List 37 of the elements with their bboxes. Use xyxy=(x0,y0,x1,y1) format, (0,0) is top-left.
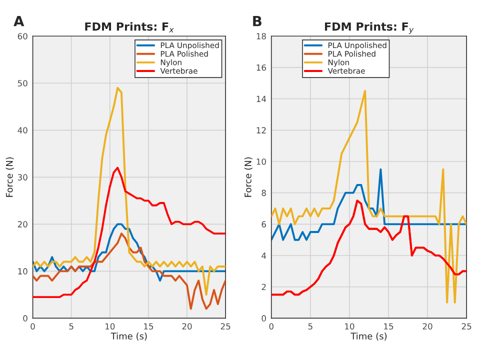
y-tick-label: 2 xyxy=(262,284,266,290)
y-tick-label: 20 xyxy=(18,221,28,228)
x-tick-label: 15 xyxy=(384,323,394,330)
text: A xyxy=(14,16,24,26)
text: B xyxy=(253,16,262,26)
y-tick-label: 4 xyxy=(262,252,266,259)
chart-title: FDM Prints: F$_{y}$ xyxy=(324,22,414,34)
x-tick-label: 5 xyxy=(69,323,74,330)
y-tick-label: 0 xyxy=(262,315,266,322)
y-tick-label: 10 xyxy=(18,268,28,274)
x-tick-label: 25 xyxy=(220,323,230,330)
y-tick-label: 8 xyxy=(262,190,266,196)
y-tick-label: 14 xyxy=(256,96,266,102)
x-tick-label: 20 xyxy=(182,323,192,330)
x-tick-label: 15 xyxy=(144,323,154,330)
x-tick-label: 25 xyxy=(462,323,472,330)
y-tick-label: 0 xyxy=(23,315,28,322)
y-tick-label: 50 xyxy=(18,80,28,86)
y-tick-label: 60 xyxy=(18,33,28,40)
x-tick-label: 10 xyxy=(345,323,354,330)
y-tick-label: 6 xyxy=(262,221,266,228)
y-tick-label: 10 xyxy=(256,158,266,165)
y-tick-label: 12 xyxy=(256,127,266,134)
y-axis-title: Force (N) xyxy=(244,157,252,197)
x-axis-title: Time (s) xyxy=(350,332,387,341)
x-axis-title: Time (s) xyxy=(110,332,147,341)
chart-title: FDM Prints: F$_{x}$ xyxy=(85,22,174,32)
y-tick-label: 16 xyxy=(256,64,266,71)
x-tick-label: 10 xyxy=(106,323,115,330)
x-tick-label: 0 xyxy=(30,323,35,330)
y-tick-label: 18 xyxy=(256,33,266,40)
y-tick-label: 40 xyxy=(18,127,28,134)
x-tick-label: 0 xyxy=(269,323,274,330)
y-tick-label: 30 xyxy=(18,174,28,180)
x-tick-label: 5 xyxy=(308,323,312,330)
y-axis-title: Force (N) xyxy=(6,157,14,197)
x-tick-label: 20 xyxy=(422,323,432,330)
